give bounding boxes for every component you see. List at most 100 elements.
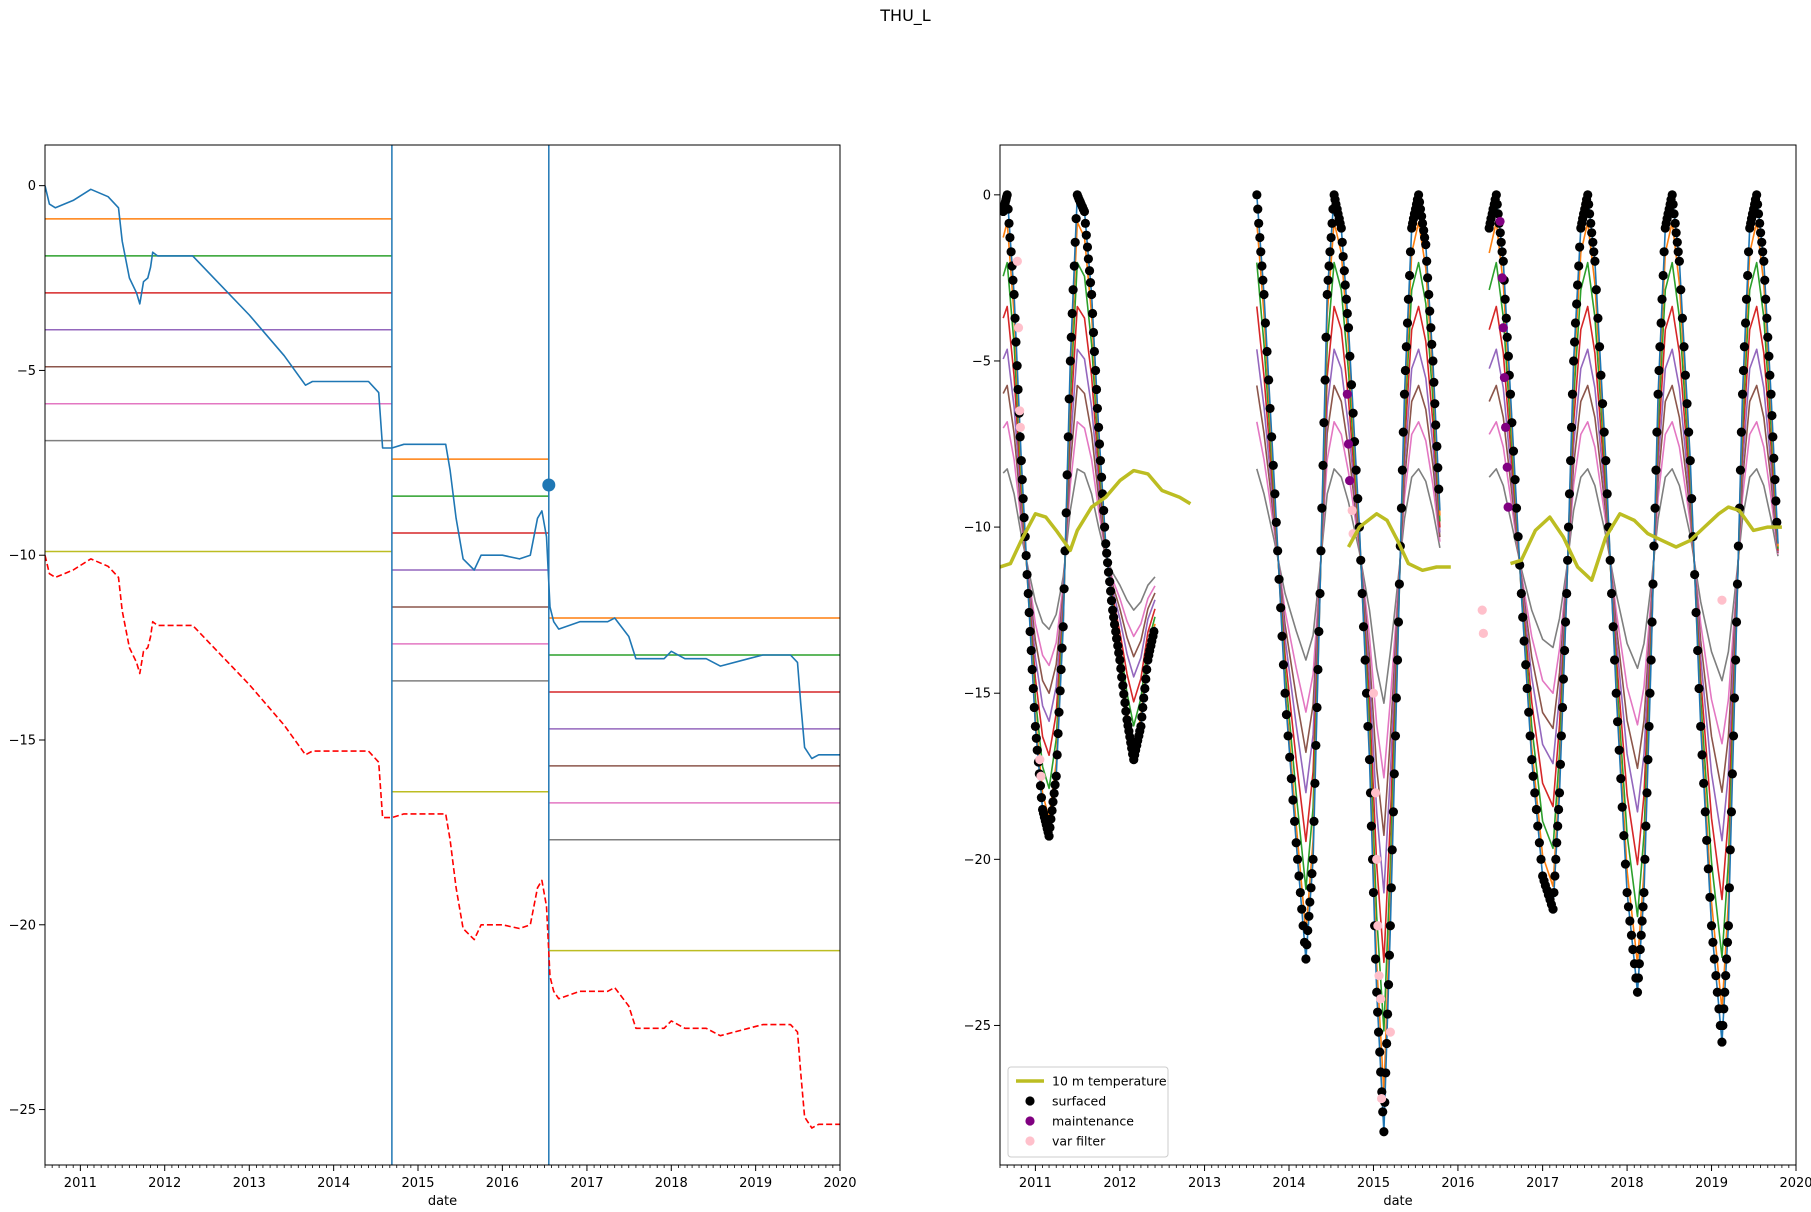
right-surfaced-point [1024, 607, 1034, 618]
right-var-filter-point [1347, 505, 1357, 516]
left-y-tick-label: −5 [17, 364, 36, 379]
right-surfaced-point [1337, 237, 1347, 247]
right-surfaced-point [1428, 356, 1438, 366]
right-surfaced-point [1017, 475, 1027, 485]
right-surfaced-point [1321, 332, 1331, 342]
right-plot-frame [999, 144, 1797, 1166]
right-surfaced-point [1431, 420, 1441, 430]
right-surfaced-point [1614, 745, 1624, 755]
right-surfaced-point [1632, 987, 1643, 997]
right-surfaced-point [1297, 904, 1307, 914]
right-y-tick-label: −20 [964, 853, 991, 868]
right-surfaced-point [1295, 887, 1305, 898]
right-surfaced-point [1703, 864, 1713, 874]
right-surfaced-point [1685, 456, 1695, 466]
right-surfaced-point [1004, 218, 1014, 228]
right-surfaced-point [1524, 707, 1534, 717]
right-surfaced-point [1364, 755, 1375, 765]
legend-entry-label: maintenance [1052, 1114, 1134, 1129]
right-y-tick-label: −15 [964, 687, 991, 702]
right-surfaced-point [1415, 204, 1426, 214]
right-surfaced-point [1253, 204, 1263, 214]
right-surfaced-point [1088, 327, 1099, 338]
right-surfaced-point [1092, 403, 1103, 414]
right-surfaced-point [1119, 689, 1129, 699]
right-surfaced-point [1729, 693, 1740, 703]
right-surfaced-point [1003, 204, 1013, 214]
right-surfaced-point [1057, 643, 1067, 653]
right-surfaced-point [1690, 569, 1700, 580]
right-surfaced-point [1763, 332, 1773, 342]
right-surfaced-point [1255, 232, 1265, 243]
right-surfaced-point [1016, 456, 1026, 466]
right-surfaced-point [1358, 622, 1369, 632]
right-depth-line [1256, 261, 1441, 1032]
right-surfaced-point [1059, 584, 1069, 594]
right-surfaced-point [1760, 275, 1770, 285]
right-surfaced-point [1080, 218, 1090, 228]
right-surfaced-point [1507, 418, 1517, 428]
right-surfaced-point [1401, 342, 1411, 352]
right-surfaced-point [1426, 323, 1436, 333]
right-var-filter-point [1372, 854, 1382, 864]
right-surfaced-point [1708, 937, 1718, 947]
right-surfaced-point [1320, 375, 1330, 385]
right-surfaced-point [1733, 541, 1743, 551]
right-surfaced-point [1105, 577, 1115, 587]
right-surfaced-point [1669, 209, 1679, 219]
right-surfaced-point [1721, 954, 1732, 964]
right-surfaced-point [1368, 887, 1379, 898]
right-surfaced-point [1338, 251, 1348, 262]
right-surfaced-point [1628, 944, 1638, 955]
right-surfaced-point [1109, 619, 1120, 629]
right-surfaced-point [1606, 588, 1617, 599]
right-surfaced-point [1497, 247, 1507, 257]
right-var-filter-point [1015, 422, 1025, 433]
right-surfaced-point [1644, 721, 1654, 732]
left-x-tick-label: 2019 [739, 1176, 772, 1191]
right-surfaced-point [1327, 218, 1337, 228]
right-surfaced-point [1053, 728, 1063, 739]
left-marker-point [542, 478, 556, 492]
right-surfaced-point [1259, 289, 1269, 300]
right-surfaced-point [1058, 622, 1068, 632]
right-surfaced-point [1106, 596, 1117, 606]
right-surfaced-point [1522, 683, 1532, 694]
right-surfaced-point [1731, 655, 1741, 665]
right-surfaced-point [1373, 1007, 1383, 1017]
right-var-filter-point [1012, 256, 1022, 266]
right-surfaced-point [1513, 531, 1523, 542]
right-surfaced-point [1400, 365, 1411, 376]
right-surfaced-point [1622, 887, 1632, 898]
right-surfaced-point [1771, 496, 1781, 506]
right-surfaced-point [1069, 261, 1079, 271]
right-surfaced-point [1643, 755, 1653, 765]
right-surfaced-point [1626, 930, 1637, 940]
right-surfaced-point [1682, 399, 1692, 409]
right-surfaced-point [1319, 418, 1329, 428]
right-surfaced-point [1527, 755, 1537, 765]
right-surfaced-point [1322, 289, 1332, 300]
right-surfaced-point [1732, 579, 1743, 589]
right-surfaced-point [1674, 256, 1684, 266]
right-surfaced-point [1276, 603, 1286, 613]
right-surfaced-point [1605, 555, 1615, 565]
right-surfaced-point [1366, 821, 1376, 831]
right-surfaced-point [1063, 432, 1073, 442]
right-surfaced-point [1036, 793, 1047, 803]
right-surfaced-point [1528, 771, 1538, 781]
right-surfaced-point [1491, 190, 1501, 200]
right-surfaced-point [1723, 921, 1734, 931]
right-surfaced-point [1647, 617, 1657, 627]
right-surfaced-point [1046, 814, 1056, 824]
right-surfaced-point [1286, 774, 1296, 784]
right-surfaced-point [1402, 318, 1413, 328]
right-surfaced-point [1404, 270, 1415, 281]
right-surfaced-point [1634, 959, 1644, 969]
right-surfaced-point [1413, 190, 1424, 200]
right-surfaced-point [1029, 702, 1039, 713]
right-surfaced-point [1265, 403, 1275, 414]
right-surfaced-point [1608, 622, 1618, 632]
right-surfaced-point [1360, 655, 1370, 665]
right-surfaced-point [1728, 731, 1739, 741]
